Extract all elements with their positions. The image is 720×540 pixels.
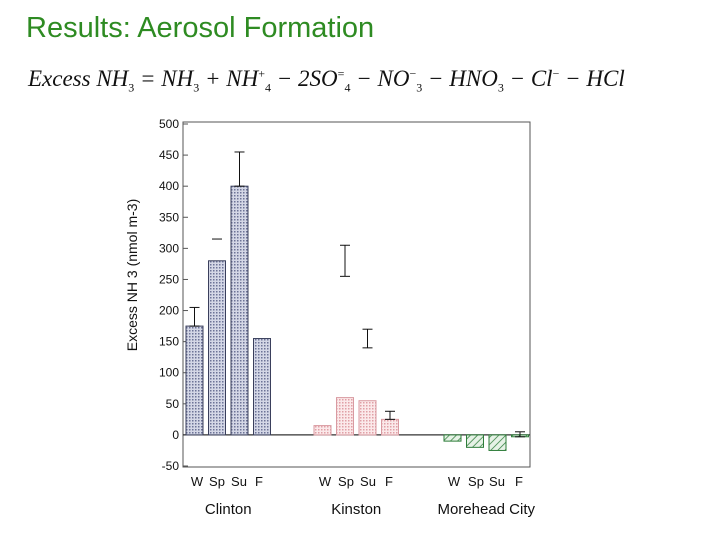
y-tick-label: 150 [159, 335, 179, 349]
y-tick-label: 100 [159, 366, 179, 380]
y-tick-label: 450 [159, 148, 179, 162]
y-tick-label: 400 [159, 179, 179, 193]
bar-kinston-sp [336, 397, 354, 436]
category-label: F [255, 474, 263, 489]
bar-clinton-sp [208, 260, 226, 436]
bar-clinton-su [230, 185, 249, 436]
category-label: F [515, 474, 523, 489]
y-tick-label: 250 [159, 272, 179, 286]
category-label: F [385, 474, 393, 489]
bar-kinston-f [381, 418, 399, 436]
slide-title: Results: Aerosol Formation [26, 12, 375, 44]
category-label: Su [231, 474, 247, 489]
category-label: Sp [468, 474, 484, 489]
y-tick-label: 0 [172, 428, 179, 442]
category-label: Su [360, 474, 376, 489]
bar-clinton-w [185, 325, 204, 436]
category-label: W [319, 474, 332, 489]
y-tick-label: 200 [159, 304, 179, 318]
bar-morehead-city-w [443, 434, 462, 442]
category-label: Sp [209, 474, 225, 489]
y-tick-label: 500 [159, 117, 179, 131]
y-tick-label: 350 [159, 210, 179, 224]
y-tick-label: -50 [162, 459, 180, 473]
bar-kinston-w [313, 425, 332, 436]
bar-morehead-city-sp [466, 434, 484, 448]
plot-frame [182, 121, 531, 468]
group-label: Kinston [331, 501, 381, 518]
excess-nh3-equation: Excess NH3 = NH3 + NH+4 − 2SO=4 − NO−3 −… [28, 66, 625, 95]
y-tick-label: 50 [166, 397, 180, 411]
group-label: Clinton [205, 501, 252, 518]
category-label: W [191, 474, 204, 489]
category-label: W [448, 474, 461, 489]
category-label: Sp [338, 474, 354, 489]
y-tick-label: 300 [159, 241, 179, 255]
category-label: Su [489, 474, 505, 489]
bar-clinton-f [253, 338, 271, 436]
y-axis-label: Excess NH 3 (nmol m-3) [124, 199, 140, 351]
bar-kinston-su [358, 400, 377, 436]
bar-morehead-city-su [488, 434, 507, 451]
group-label: Morehead City [437, 501, 535, 518]
